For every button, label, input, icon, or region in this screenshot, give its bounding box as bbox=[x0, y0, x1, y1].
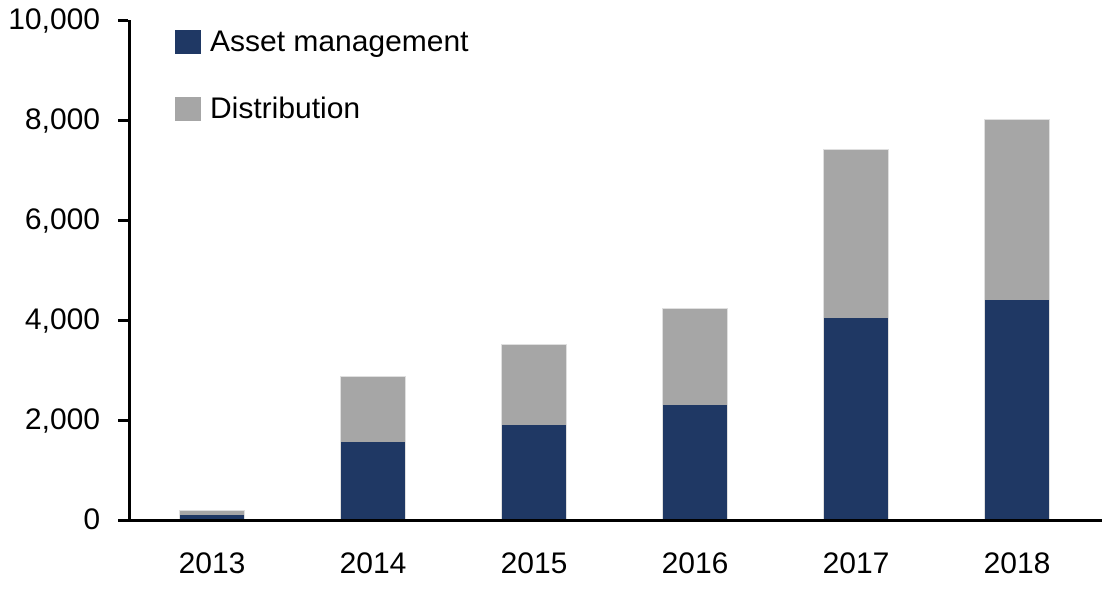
x-tick-label-2015: 2015 bbox=[500, 547, 568, 580]
bar-segment-asset-management-2014 bbox=[341, 442, 405, 520]
y-tick-mark-10000 bbox=[118, 19, 128, 22]
bar-segment-asset-management-2017 bbox=[824, 317, 888, 520]
bar-segment-distribution-2016 bbox=[663, 308, 727, 405]
bar-segment-distribution-2013 bbox=[180, 511, 244, 515]
y-tick-mark-4000 bbox=[118, 319, 128, 322]
bar-segment-asset-management-2013 bbox=[180, 515, 244, 520]
bar-2017 bbox=[824, 150, 888, 520]
y-tick-label-6000: 6,000 bbox=[24, 203, 100, 236]
bar-2013 bbox=[180, 511, 244, 520]
bar-segment-distribution-2014 bbox=[341, 377, 405, 442]
bar-segment-asset-management-2015 bbox=[502, 425, 566, 520]
legend-item-distribution: Distribution bbox=[175, 92, 468, 125]
legend-label-distribution: Distribution bbox=[210, 92, 361, 125]
bar-segment-distribution-2015 bbox=[502, 345, 566, 425]
x-tick-label-2013: 2013 bbox=[178, 547, 246, 580]
y-tick-label-2000: 2,000 bbox=[24, 403, 100, 436]
y-tick-label-10000: 10,000 bbox=[8, 3, 100, 36]
bar-segment-distribution-2018 bbox=[985, 120, 1049, 300]
y-tick-label-0: 0 bbox=[83, 503, 100, 536]
legend-item-asset-management: Asset management bbox=[175, 25, 469, 58]
y-tick-mark-2000 bbox=[118, 419, 128, 422]
bar-2016 bbox=[663, 308, 727, 520]
bar-2014 bbox=[341, 377, 405, 520]
legend: Asset management Distribution bbox=[175, 25, 469, 162]
bar-segment-distribution-2017 bbox=[824, 150, 888, 318]
y-tick-mark-8000 bbox=[118, 119, 128, 122]
y-tick-label-8000: 8,000 bbox=[24, 103, 100, 136]
bar-segment-asset-management-2016 bbox=[663, 405, 727, 520]
legend-swatch-distribution-icon bbox=[175, 97, 201, 121]
x-tick-label-2017: 2017 bbox=[822, 547, 890, 580]
x-axis-line bbox=[126, 519, 1102, 522]
legend-swatch-asset-management-icon bbox=[175, 30, 201, 54]
bar-2018 bbox=[985, 120, 1049, 520]
y-tick-mark-0 bbox=[118, 519, 128, 522]
x-tick-label-2018: 2018 bbox=[983, 547, 1051, 580]
x-tick-label-2014: 2014 bbox=[339, 547, 407, 580]
y-axis-line bbox=[128, 20, 131, 522]
y-tick-mark-6000 bbox=[118, 219, 128, 222]
bar-segment-asset-management-2018 bbox=[985, 300, 1049, 520]
x-tick-label-2016: 2016 bbox=[661, 547, 729, 580]
legend-label-asset-management: Asset management bbox=[210, 25, 469, 58]
y-tick-label-4000: 4,000 bbox=[24, 303, 100, 336]
bar-2015 bbox=[502, 345, 566, 520]
